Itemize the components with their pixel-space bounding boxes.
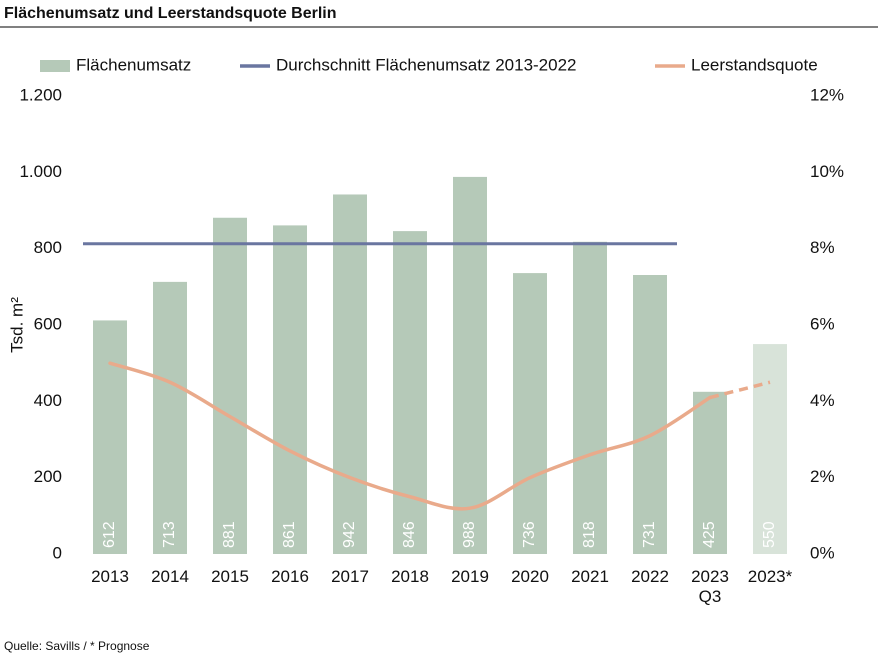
y-tick-label: 200 <box>34 467 62 486</box>
bar <box>273 225 307 554</box>
y2-tick-label: 8% <box>810 238 835 257</box>
y-tick-label: 600 <box>34 314 62 333</box>
forecast-line <box>709 380 771 400</box>
x-tick-label: 2019 <box>451 567 489 586</box>
bar <box>333 194 367 554</box>
line <box>108 361 712 511</box>
value-label: 612 <box>101 521 118 548</box>
x-tick-label: 2020 <box>511 567 549 586</box>
legend-label: Durchschnitt Flächenumsatz 2013-2022 <box>276 55 577 74</box>
bar <box>753 344 787 554</box>
x-tick-label: 2016 <box>271 567 309 586</box>
y-tick-label: 1.000 <box>19 162 62 181</box>
x-tick-label: 2014 <box>151 567 189 586</box>
y2-tick-label: 4% <box>810 391 835 410</box>
y2-tick-label: 10% <box>810 162 844 181</box>
value-label: 988 <box>461 521 478 548</box>
x-tick-label: 2018 <box>391 567 429 586</box>
y2-tick-label: 12% <box>810 85 844 104</box>
bar <box>453 176 487 554</box>
bar <box>153 281 187 554</box>
source: Quelle: Savills / * Prognose <box>4 639 150 653</box>
bar <box>633 275 667 554</box>
y-tick-label: 400 <box>34 391 62 410</box>
y-tick-label: 800 <box>34 238 62 257</box>
value-label: 425 <box>701 521 718 548</box>
value-label: 846 <box>401 521 418 548</box>
x-tick-label: 2021 <box>571 567 609 586</box>
bar <box>693 391 727 554</box>
legend-label: Leerstandsquote <box>691 55 818 74</box>
bar <box>513 273 547 554</box>
y-tick-label: 1.200 <box>19 85 62 104</box>
y2-tick-label: 6% <box>810 314 835 333</box>
chart-title: Flächenumsatz und Leerstandsquote Berlin <box>4 5 337 22</box>
y2-tick-label: 2% <box>810 467 835 486</box>
x-tick-label: 2017 <box>331 567 369 586</box>
value-label: 942 <box>341 521 358 548</box>
y-axis-label: Tsd. m² <box>7 297 26 353</box>
y2-tick-label: 0% <box>810 543 835 562</box>
y-tick-label: 0 <box>53 543 62 562</box>
value-label: 818 <box>581 521 598 548</box>
x-tick-label: 2015 <box>211 567 249 586</box>
bar <box>393 231 427 555</box>
bar <box>93 320 127 554</box>
value-label: 731 <box>641 521 658 548</box>
value-label: 861 <box>281 521 298 548</box>
legend-label: Flächenumsatz <box>76 55 191 74</box>
bar <box>213 217 247 555</box>
value-label: 713 <box>161 521 178 548</box>
x-tick-label: 2022 <box>631 567 669 586</box>
value-label: 881 <box>221 521 238 548</box>
x-tick-label: 2023* <box>747 567 793 586</box>
x-tick-label: 2023 Q3 <box>691 567 729 606</box>
legend-swatch <box>40 60 70 72</box>
value-label: 550 <box>761 521 778 548</box>
value-label: 736 <box>521 521 538 548</box>
bar <box>573 241 607 554</box>
x-tick-label: 2013 <box>91 567 129 586</box>
